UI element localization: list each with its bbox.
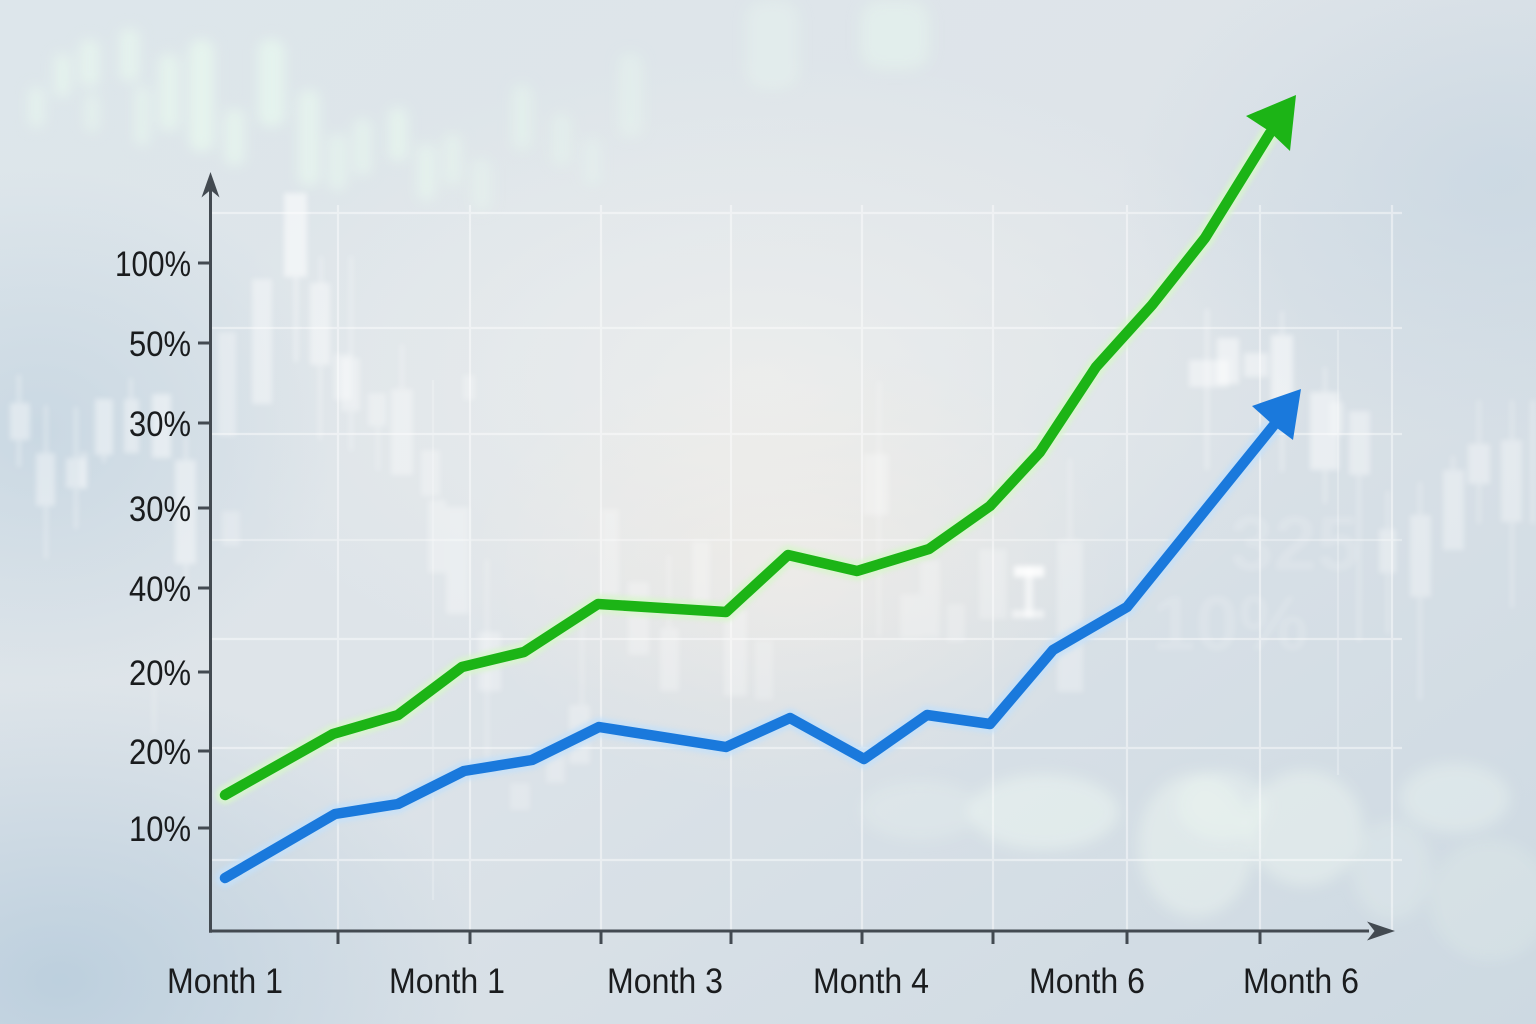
svg-text:40%: 40% xyxy=(129,570,191,609)
svg-text:100%: 100% xyxy=(115,245,191,284)
svg-text:50%: 50% xyxy=(129,325,191,364)
svg-text:20%: 20% xyxy=(129,654,191,693)
svg-text:Month 6: Month 6 xyxy=(1243,962,1359,1001)
svg-text:10%: 10% xyxy=(129,810,191,849)
svg-text:Month 1: Month 1 xyxy=(389,962,505,1001)
svg-text:30%: 30% xyxy=(129,405,191,444)
svg-text:10%: 10% xyxy=(1152,579,1308,667)
svg-text:Month 1: Month 1 xyxy=(167,962,283,1001)
svg-text:Month 3: Month 3 xyxy=(607,962,723,1001)
svg-text:Month 4: Month 4 xyxy=(813,962,929,1001)
svg-text:Month 6: Month 6 xyxy=(1029,962,1145,1001)
svg-text:20%: 20% xyxy=(129,733,191,772)
svg-text:30%: 30% xyxy=(129,490,191,529)
svg-text:325: 325 xyxy=(1230,499,1360,587)
